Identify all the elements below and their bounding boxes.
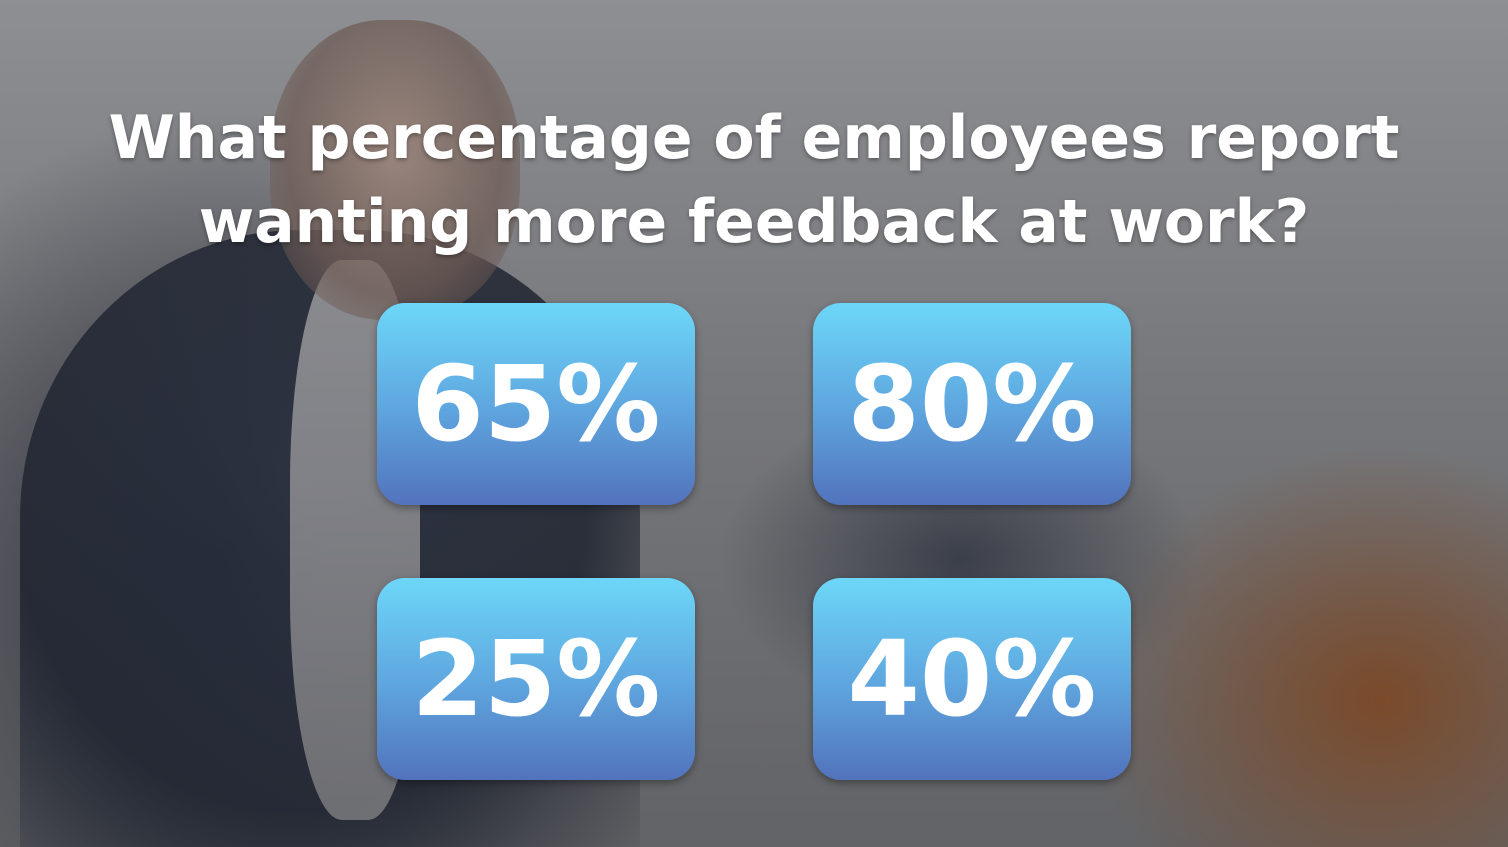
question: What percentage of employees report want… <box>0 96 1508 264</box>
answer-option[interactable]: 25% <box>377 578 695 780</box>
question-line: wanting more feedback at work? <box>198 187 1310 257</box>
answer-option[interactable]: 80% <box>813 303 1131 505</box>
answer-option[interactable]: 65% <box>377 303 695 505</box>
background-figure <box>270 20 520 320</box>
answer-option[interactable]: 40% <box>813 578 1131 780</box>
question-line: What percentage of employees report <box>108 103 1400 173</box>
